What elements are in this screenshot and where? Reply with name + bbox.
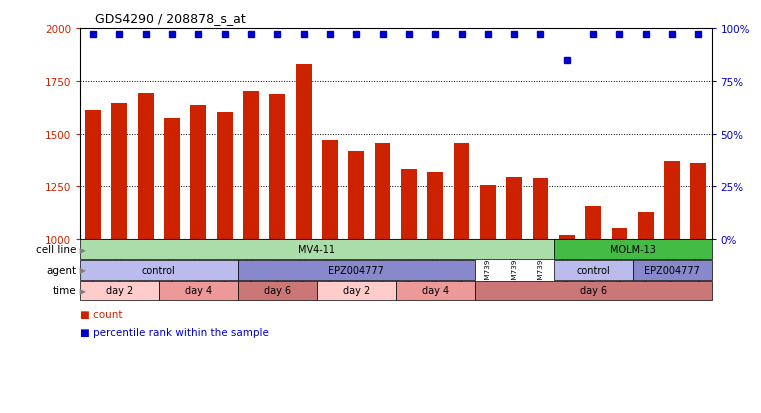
- Bar: [190, 106, 206, 240]
- Text: EPZ004777: EPZ004777: [644, 265, 700, 275]
- Text: day 4: day 4: [422, 286, 449, 296]
- Bar: [533, 178, 549, 240]
- Bar: [585, 207, 601, 240]
- Text: MOLM-13: MOLM-13: [610, 244, 655, 254]
- Text: control: control: [576, 265, 610, 275]
- Text: day 6: day 6: [264, 286, 291, 296]
- Text: ▶: ▶: [77, 286, 86, 295]
- Bar: [243, 92, 259, 240]
- Bar: [612, 228, 627, 240]
- Bar: [296, 65, 311, 240]
- Bar: [164, 119, 180, 240]
- Text: GDS4290 / 208878_s_at: GDS4290 / 208878_s_at: [95, 12, 246, 25]
- Bar: [454, 144, 470, 240]
- Text: time: time: [53, 286, 76, 296]
- Text: EPZ004777: EPZ004777: [328, 265, 384, 275]
- Bar: [401, 170, 417, 240]
- Text: ▶: ▶: [77, 245, 86, 254]
- Text: cell line: cell line: [36, 244, 76, 254]
- Text: MV4-11: MV4-11: [298, 244, 336, 254]
- Bar: [690, 164, 706, 240]
- Bar: [269, 95, 285, 240]
- Bar: [138, 94, 154, 240]
- Text: day 4: day 4: [185, 286, 212, 296]
- Bar: [428, 172, 443, 240]
- Text: day 6: day 6: [580, 286, 607, 296]
- Text: day 2: day 2: [106, 286, 133, 296]
- Bar: [480, 186, 495, 240]
- Bar: [559, 235, 575, 240]
- Bar: [217, 113, 233, 240]
- Text: ■ count: ■ count: [80, 309, 123, 319]
- Bar: [85, 111, 101, 240]
- Text: agent: agent: [46, 265, 76, 275]
- Bar: [664, 161, 680, 240]
- Text: control: control: [142, 265, 176, 275]
- Text: ■ percentile rank within the sample: ■ percentile rank within the sample: [80, 328, 269, 337]
- Bar: [349, 152, 365, 240]
- Bar: [506, 178, 522, 240]
- Text: day 2: day 2: [342, 286, 370, 296]
- Text: ▶: ▶: [77, 266, 86, 275]
- Bar: [374, 144, 390, 240]
- Bar: [112, 104, 127, 240]
- Bar: [638, 212, 654, 240]
- Bar: [322, 140, 338, 240]
